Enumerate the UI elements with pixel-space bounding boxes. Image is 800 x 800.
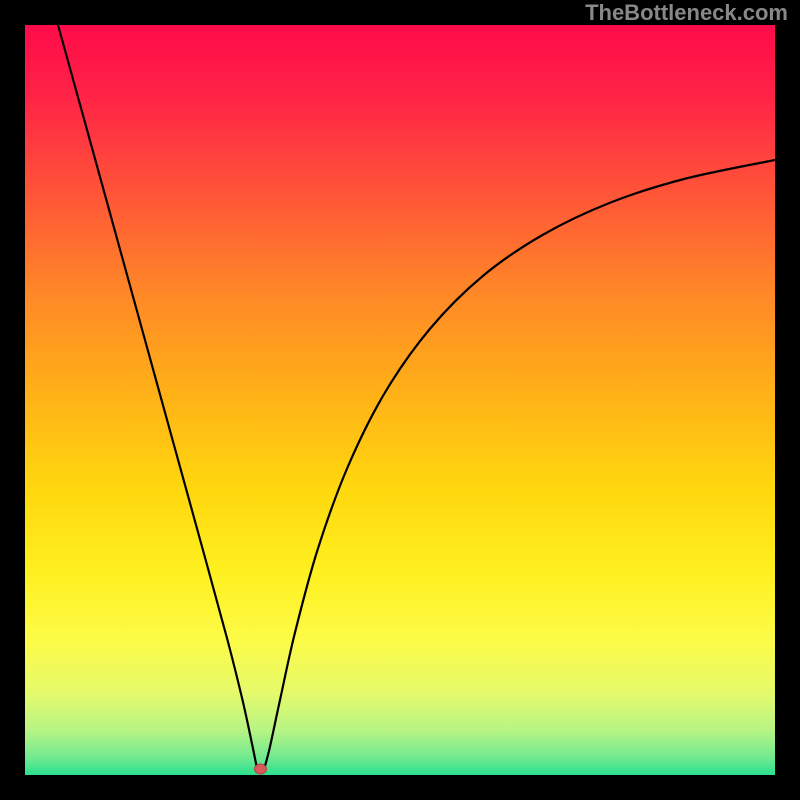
curve-layer <box>25 25 775 775</box>
chart-root: TheBottleneck.com <box>0 0 800 800</box>
plot-area <box>25 25 775 775</box>
watermark: TheBottleneck.com <box>585 0 788 26</box>
bottleneck-marker <box>255 764 267 774</box>
curve-left-branch <box>58 25 258 771</box>
curve-right-branch <box>264 160 776 771</box>
